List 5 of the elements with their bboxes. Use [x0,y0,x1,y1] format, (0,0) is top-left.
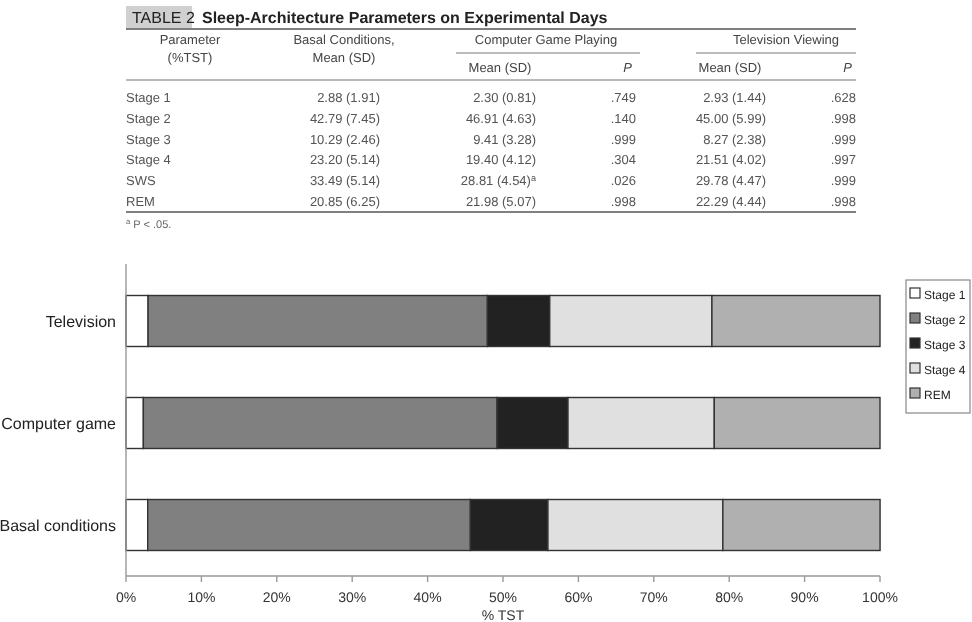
y-tick-label: Television [45,313,116,331]
text: TABLE 2 [132,9,196,27]
y-tick-label: Computer game [1,415,118,433]
text: Sleep-Architecture Parameters on Experimental Days [202,9,609,27]
y-tick-label: Basal conditions [0,517,116,535]
